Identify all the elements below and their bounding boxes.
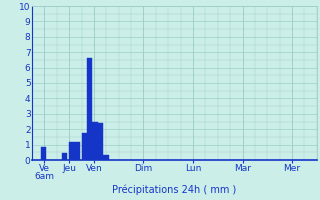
Bar [103,155,109,160]
Bar [87,58,92,160]
Bar [41,147,46,160]
Bar [62,153,67,160]
X-axis label: Précipitations 24h ( mm ): Précipitations 24h ( mm ) [112,184,236,195]
Bar [75,142,80,160]
Bar [98,123,103,160]
Bar [92,121,98,160]
Bar [82,133,87,160]
Bar [69,142,75,160]
